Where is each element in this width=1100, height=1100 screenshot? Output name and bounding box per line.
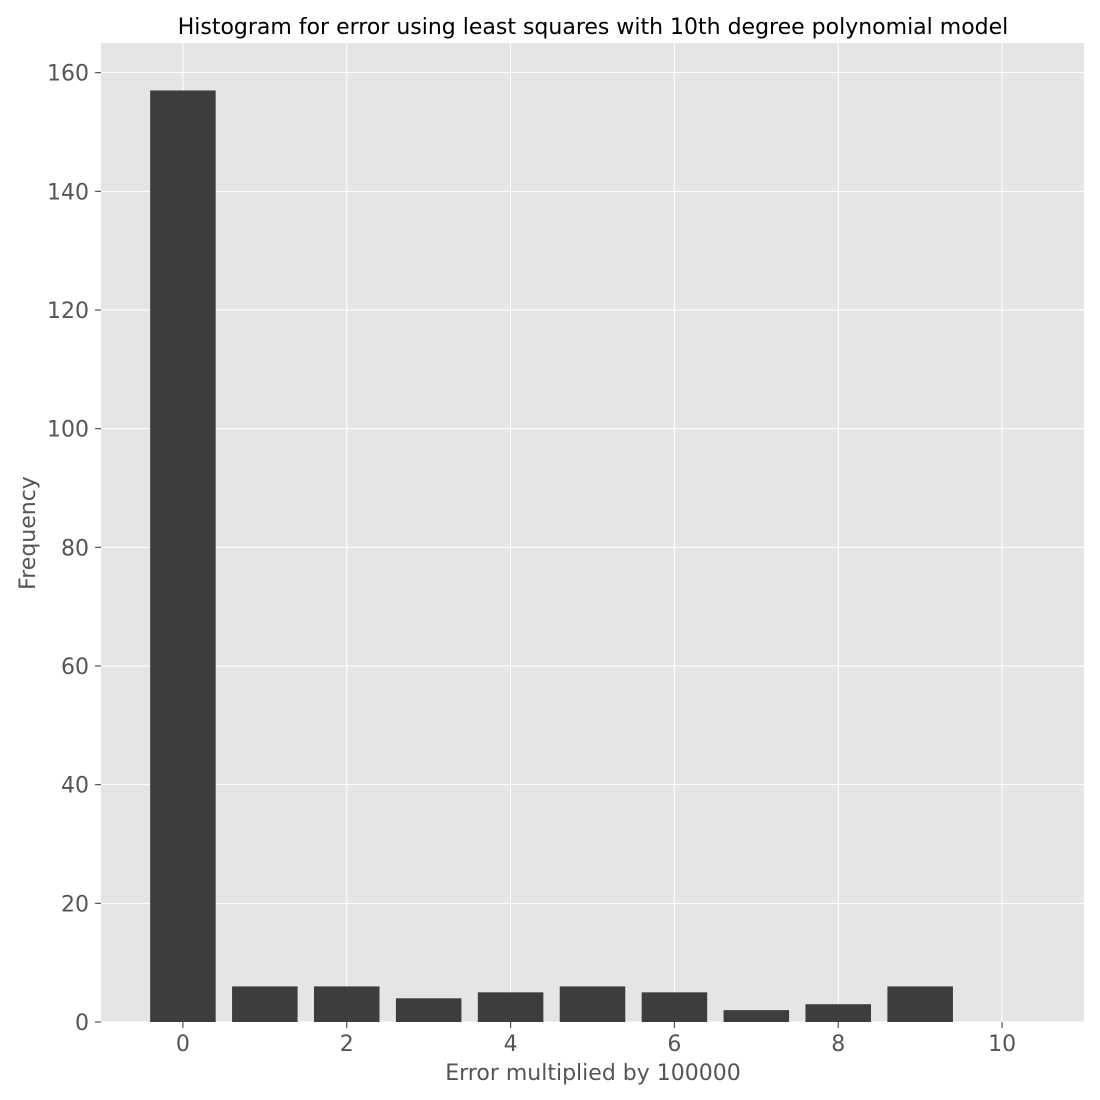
y-tick-label: 120 — [47, 299, 89, 324]
x-tick-label: 8 — [831, 1032, 845, 1057]
x-tick-label: 2 — [340, 1032, 354, 1057]
bar — [395, 998, 462, 1022]
y-tick-label: 80 — [61, 536, 89, 561]
bar — [887, 986, 953, 1022]
bar — [477, 992, 544, 1022]
y-axis-label: Frequency — [16, 476, 41, 590]
bar — [723, 1010, 790, 1022]
x-axis-ticks: 0 2 4 6 8 10 — [176, 1022, 1016, 1057]
bar — [313, 986, 380, 1022]
bar — [805, 1004, 872, 1022]
bar — [559, 986, 626, 1022]
x-tick-label: 4 — [504, 1032, 518, 1057]
x-tick-label: 10 — [988, 1032, 1016, 1057]
chart-title: Histogram for error using least squares … — [178, 15, 1009, 40]
y-tick-label: 0 — [75, 1011, 89, 1036]
bar — [150, 90, 216, 1022]
grid-lines — [101, 43, 1084, 1023]
x-tick-label: 6 — [667, 1032, 681, 1057]
bar — [232, 986, 298, 1022]
x-axis-label: Error multiplied by 100000 — [445, 1061, 741, 1086]
x-tick-label: 0 — [176, 1032, 190, 1057]
y-axis-ticks: 0 20 40 60 80 100 120 140 160 — [47, 62, 101, 1036]
y-tick-label: 140 — [47, 180, 89, 205]
y-tick-label: 160 — [47, 62, 89, 87]
y-tick-label: 60 — [61, 655, 89, 680]
bars — [150, 90, 953, 1022]
plot-area — [101, 43, 1084, 1022]
y-tick-label: 100 — [47, 418, 89, 443]
y-tick-label: 40 — [61, 774, 89, 799]
bar — [641, 992, 708, 1022]
y-tick-label: 20 — [61, 892, 89, 917]
